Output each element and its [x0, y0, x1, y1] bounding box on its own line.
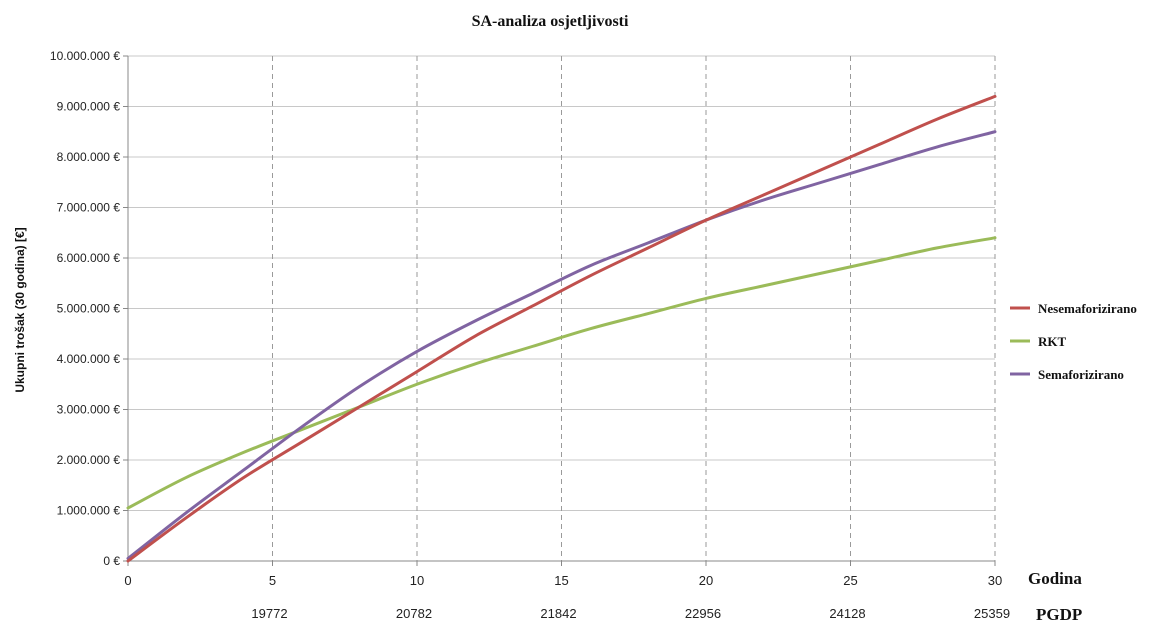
- pgdp-label: 19772: [251, 606, 287, 621]
- y-tick-labels: 0 € 1.000.000 € 2.000.000 € 3.000.000 € 4.00…: [50, 49, 120, 568]
- pgdp-labels: 19772 20782 21842 22956 24128 25359: [251, 606, 1010, 621]
- y-axis-label: Ukupni trošak (30 godina) [€]: [13, 227, 27, 392]
- y-tick-label: 1.000.000 €: [57, 504, 121, 518]
- y-tick-label: 10.000.000 €: [50, 49, 120, 63]
- y-tick-label: 2.000.000 €: [57, 453, 121, 467]
- y-tick-label: 5.000.000 €: [57, 302, 121, 316]
- y-tick-label: 8.000.000 €: [57, 150, 121, 164]
- legend: Nesemaforizirano RKT Semaforizirano: [1010, 301, 1137, 382]
- y-tick-label: 9.000.000 €: [57, 100, 121, 114]
- x-tick-label: 10: [410, 573, 424, 588]
- gridlines: [128, 55, 996, 561]
- x-tick-label: 5: [269, 573, 276, 588]
- pgdp-label: 21842: [540, 606, 576, 621]
- x-axis-label: Godina: [1028, 569, 1082, 588]
- chart-title: SA-analiza osjetljivosti: [472, 13, 629, 30]
- x-tick-label: 0: [124, 573, 131, 588]
- series-lines: [126, 94, 997, 563]
- pgdp-axis-label: PGDP: [1036, 605, 1082, 624]
- legend-label: Nesemaforizirano: [1038, 301, 1137, 316]
- series-line-rkt: [126, 236, 997, 510]
- legend-label: Semaforizirano: [1038, 367, 1124, 382]
- pgdp-label: 20782: [396, 606, 432, 621]
- x-tick-label: 30: [988, 573, 1002, 588]
- y-tick-label: 7.000.000 €: [57, 201, 121, 215]
- series-line-semaforizirano: [126, 130, 997, 560]
- legend-label: RKT: [1038, 334, 1067, 349]
- pgdp-label: 22956: [685, 606, 721, 621]
- y-tick-label: 3.000.000 €: [57, 403, 121, 417]
- x-tick-label: 25: [843, 573, 857, 588]
- y-tick-label: 0 €: [103, 554, 120, 568]
- series-line-nesemaforizirano: [126, 94, 997, 563]
- pgdp-label: 25359: [974, 606, 1010, 621]
- x-tick-label: 20: [699, 573, 713, 588]
- x-tick-labels: 0 5 10 15 20 25 30: [124, 573, 1002, 588]
- x-tick-label: 15: [554, 573, 568, 588]
- y-tick-label: 6.000.000 €: [57, 251, 121, 265]
- y-tick-label: 4.000.000 €: [57, 352, 121, 366]
- pgdp-label: 24128: [829, 606, 865, 621]
- axes: [123, 55, 996, 566]
